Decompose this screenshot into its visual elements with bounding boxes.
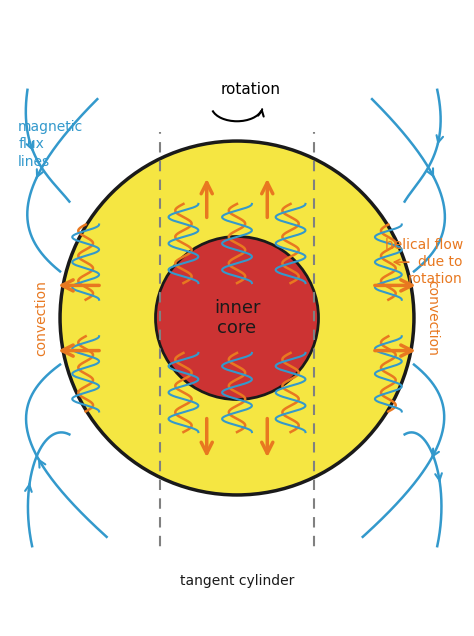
- Text: convection: convection: [426, 280, 439, 356]
- Circle shape: [60, 141, 414, 495]
- Circle shape: [155, 237, 319, 399]
- Text: tangent cylinder: tangent cylinder: [180, 574, 294, 588]
- Text: inner
core: inner core: [214, 298, 260, 338]
- Text: rotation: rotation: [221, 82, 281, 97]
- Text: convection: convection: [35, 280, 48, 356]
- Text: magnetic
flux
lines: magnetic flux lines: [18, 120, 83, 169]
- Text: helical flow
due to
rotation: helical flow due to rotation: [384, 238, 463, 286]
